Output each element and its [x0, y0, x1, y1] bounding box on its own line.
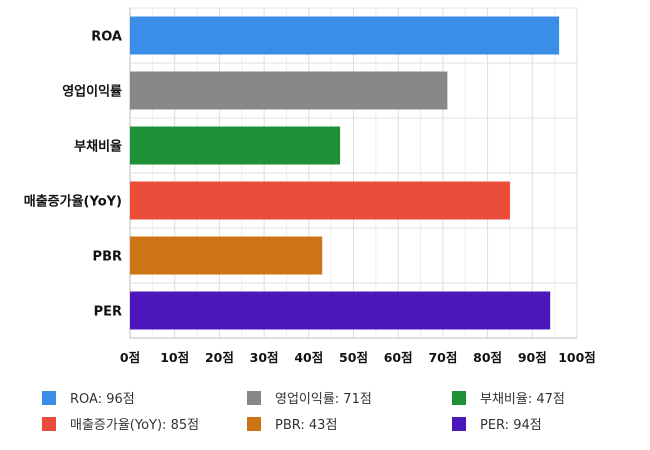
x-tick-label: 10점: [160, 350, 189, 365]
bar-5: [130, 291, 551, 330]
category-label: 부채비율: [74, 139, 122, 155]
x-tick-label: 90점: [518, 350, 547, 365]
x-tick-label: 30점: [250, 350, 279, 365]
bar-2: [130, 126, 341, 165]
bar-series: [130, 16, 560, 330]
legend-label: 영업이익률: 71점: [275, 392, 372, 407]
category-label: PBR: [93, 250, 122, 265]
x-tick-label: 0점: [120, 350, 140, 365]
legend-item: ROA: 96점: [42, 388, 135, 407]
x-tick-label: 60점: [384, 350, 413, 365]
legend-swatch: [42, 390, 56, 405]
bar-0: [130, 16, 560, 55]
legend-swatch: [247, 390, 261, 405]
grid-lines: [129, 7, 578, 339]
legend-swatch: [452, 390, 466, 405]
bar-4: [130, 236, 323, 275]
x-tick-label: 70점: [428, 350, 457, 365]
category-label: PER: [94, 305, 122, 320]
legend-label: PER: 94점: [480, 418, 542, 433]
legend-label: ROA: 96점: [70, 392, 135, 407]
x-tick-label: 100점: [558, 350, 596, 365]
legend-item: 매출증가율(YoY): 85점: [42, 414, 199, 433]
legend-label: PBR: 43점: [275, 418, 338, 433]
value-axis: 0점 10점 20점 30점 40점 50점 60점 70점 80점 90점 100점: [120, 350, 596, 365]
legend-swatch: [247, 416, 261, 431]
legend-item: PBR: 43점: [247, 414, 337, 433]
legend-label: 부채비율: 47점: [480, 392, 565, 407]
legend-swatch: [42, 416, 56, 431]
x-tick-label: 40점: [294, 350, 323, 365]
bar-3: [130, 181, 510, 220]
x-tick-label: 50점: [339, 350, 368, 365]
legend-item: PER: 94점: [452, 414, 542, 433]
legend-swatch: [452, 416, 466, 431]
category-label: 매출증가율(YoY): [24, 194, 122, 210]
x-tick-label: 80점: [473, 350, 502, 365]
category-label: ROA: [91, 30, 122, 45]
legend-item: 영업이익률: 71점: [247, 388, 372, 407]
x-tick-label: 20점: [205, 350, 234, 365]
category-label: 영업이익률: [62, 84, 122, 100]
legend-item: 부채비율: 47점: [452, 388, 565, 407]
legend-label: 매출증가율(YoY): 85점: [70, 418, 200, 433]
bar-1: [130, 71, 448, 110]
